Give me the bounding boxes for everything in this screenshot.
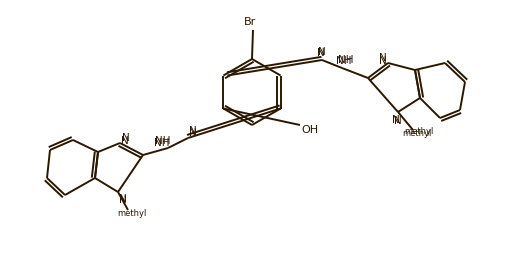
- Text: methyl: methyl: [118, 209, 147, 218]
- Text: NH: NH: [155, 136, 171, 146]
- Text: N: N: [379, 53, 387, 63]
- Text: N: N: [121, 136, 129, 146]
- Text: N: N: [119, 195, 127, 205]
- Text: methyl: methyl: [405, 127, 434, 136]
- Text: N: N: [317, 48, 325, 58]
- Text: N: N: [122, 133, 130, 143]
- Text: Br: Br: [244, 17, 256, 27]
- Text: N: N: [189, 128, 197, 138]
- Text: N: N: [318, 47, 326, 57]
- Text: NH: NH: [338, 55, 354, 65]
- Text: N: N: [392, 115, 400, 125]
- Text: OH: OH: [302, 125, 319, 135]
- Text: N: N: [394, 116, 402, 126]
- Text: NH: NH: [154, 138, 170, 148]
- Text: NH: NH: [336, 56, 352, 66]
- Text: methyl: methyl: [402, 129, 432, 138]
- Text: N: N: [189, 126, 197, 136]
- Text: N: N: [379, 56, 387, 66]
- Text: N: N: [119, 194, 127, 204]
